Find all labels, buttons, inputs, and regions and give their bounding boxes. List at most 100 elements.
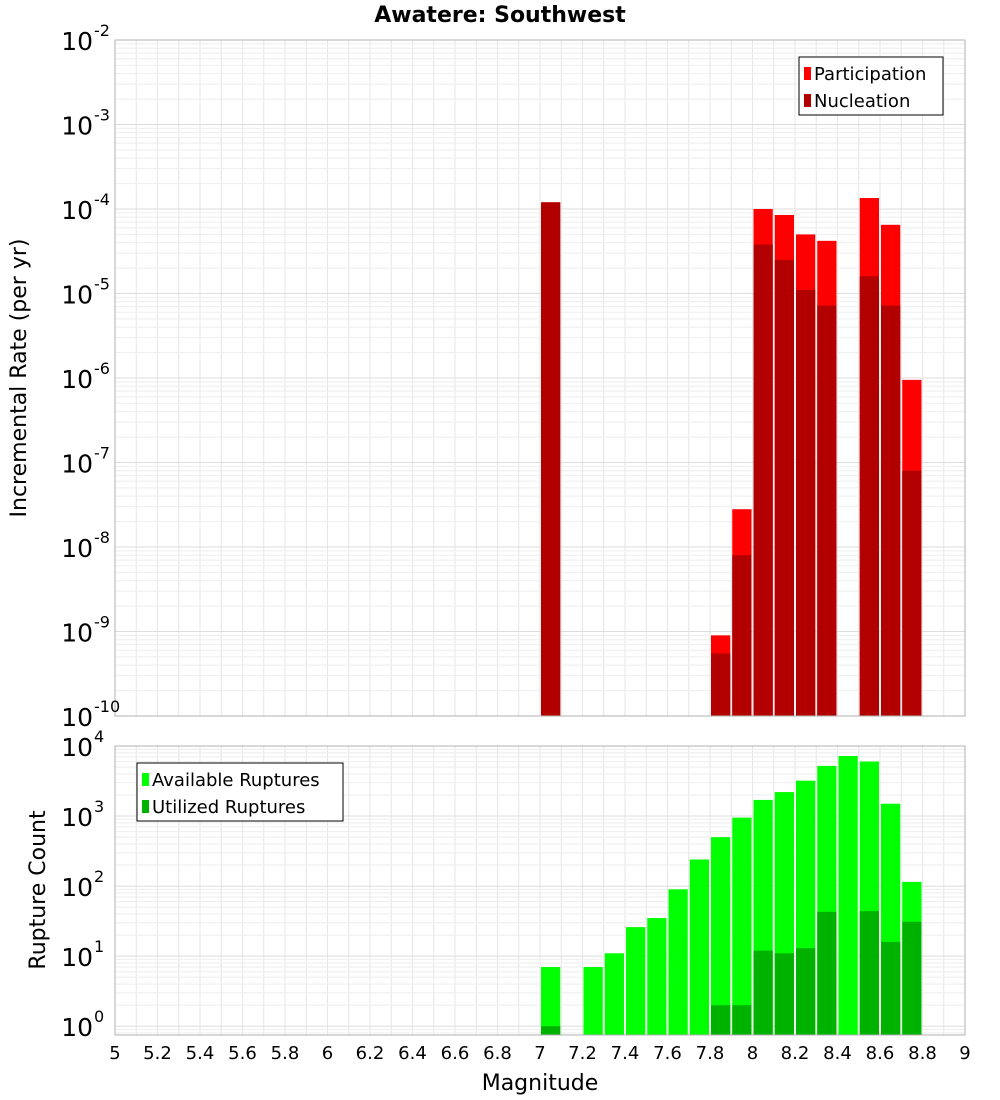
- bar: [838, 755, 858, 1035]
- bar: [796, 290, 816, 716]
- rate-legend: Participation Nucleation: [798, 56, 944, 116]
- y-tick-exponent: -7: [94, 444, 110, 463]
- bar: [604, 953, 624, 1035]
- x-tick-label: 7.8: [696, 1043, 725, 1064]
- x-tick-label: 5.4: [186, 1043, 215, 1064]
- bar: [817, 305, 837, 716]
- x-tick-label: 7.2: [568, 1043, 597, 1064]
- y-tick-exponent: 3: [94, 797, 104, 816]
- bar: [859, 276, 879, 716]
- y-tick-exponent: -4: [94, 190, 110, 209]
- bar: [774, 953, 794, 1035]
- y-tick-base: 10: [61, 619, 93, 648]
- x-axis-label: Magnitude: [482, 1071, 599, 1096]
- x-tick-label: 5.8: [271, 1043, 300, 1064]
- y-tick-base: 10: [61, 873, 93, 902]
- x-tick-label: 7: [534, 1043, 545, 1064]
- bar: [774, 259, 794, 716]
- y-tick-exponent: 1: [94, 937, 104, 956]
- y-tick-exponent: -10: [94, 697, 120, 716]
- y-tick-base: 10: [61, 112, 93, 141]
- bar: [711, 653, 731, 716]
- y-tick-base: 10: [61, 733, 93, 762]
- count-series-available-ruptures: [541, 755, 922, 1035]
- y-tick-label: 10 -4: [61, 190, 110, 225]
- x-tick-label: 8.6: [866, 1043, 895, 1064]
- y-tick-exponent: -6: [94, 359, 110, 378]
- y-tick-label: 10 2: [61, 867, 104, 902]
- bar: [881, 305, 901, 716]
- y-tick-base: 10: [61, 281, 93, 310]
- x-tick-label: 5.2: [143, 1043, 172, 1064]
- y-tick-label: 10 -2: [61, 21, 110, 56]
- bar: [541, 1026, 561, 1035]
- y-tick-base: 10: [61, 365, 93, 394]
- bar: [541, 202, 561, 716]
- bar: [817, 911, 837, 1035]
- legend-label: Utilized Ruptures: [152, 797, 305, 818]
- y-tick-exponent: -5: [94, 275, 110, 294]
- y-tick-label: 10 0: [61, 1007, 104, 1042]
- x-tick-label: 7.6: [653, 1043, 682, 1064]
- bar: [626, 927, 646, 1035]
- x-tick-label: 9: [959, 1043, 970, 1064]
- y-tick-exponent: -8: [94, 528, 110, 547]
- y-tick-base: 10: [61, 196, 93, 225]
- legend-swatch: [142, 773, 149, 786]
- legend-box: [798, 56, 944, 116]
- count-y-axis-label: Rupture Count: [26, 810, 51, 970]
- y-tick-label: 10 3: [61, 797, 104, 832]
- rate-gridlines: [114, 39, 966, 717]
- y-tick-label: 10 1: [61, 937, 104, 972]
- y-tick-base: 10: [61, 450, 93, 479]
- y-tick-exponent: 4: [94, 727, 104, 746]
- y-tick-label: 10 -3: [61, 106, 110, 141]
- bar: [859, 911, 879, 1035]
- legend-label: Nucleation: [814, 91, 910, 112]
- bar: [732, 555, 752, 716]
- rate-y-axis-label: Incremental Rate (per yr): [7, 239, 32, 518]
- bar: [902, 921, 922, 1035]
- count-series-utilized-ruptures: [541, 911, 922, 1035]
- rate-series-nucleation: [541, 202, 922, 716]
- x-tick-labels: 5 5.2 5.4 5.6 5.8 6 6.2 6.4 6.6 6.8 7 7.2 7.4 7.6 7.8 8…: [109, 1043, 970, 1064]
- x-tick-label: 6.2: [356, 1043, 385, 1064]
- legend-swatch: [804, 67, 811, 80]
- legend-label: Available Ruptures: [152, 770, 320, 791]
- y-tick-label: 10 -10: [61, 697, 120, 732]
- y-tick-base: 10: [61, 703, 93, 732]
- legend-label: Participation: [814, 64, 926, 85]
- x-tick-label: 8: [747, 1043, 758, 1064]
- bar: [753, 950, 773, 1035]
- y-tick-base: 10: [61, 27, 93, 56]
- x-tick-label: 8.8: [908, 1043, 937, 1064]
- bar: [902, 470, 922, 716]
- bar: [689, 859, 709, 1035]
- bar: [583, 967, 603, 1035]
- x-tick-label: 6.4: [398, 1043, 427, 1064]
- bar: [541, 967, 561, 1035]
- y-tick-exponent: 2: [94, 867, 104, 886]
- y-tick-label: 10 -8: [61, 528, 110, 563]
- legend-box: [136, 762, 344, 822]
- bar: [732, 817, 752, 1035]
- x-tick-label: 5.6: [228, 1043, 257, 1064]
- bar: [668, 889, 688, 1035]
- legend-swatch: [804, 94, 811, 107]
- x-tick-label: 8.4: [823, 1043, 852, 1064]
- y-tick-label: 10 -9: [61, 613, 110, 648]
- bar: [647, 918, 667, 1035]
- bar: [881, 941, 901, 1035]
- x-tick-label: 6.8: [483, 1043, 512, 1064]
- chart-title: Awatere: Southwest: [374, 3, 626, 28]
- bar: [732, 1005, 752, 1035]
- legend-swatch: [142, 800, 149, 813]
- x-tick-label: 6.6: [441, 1043, 470, 1064]
- y-tick-base: 10: [61, 803, 93, 832]
- x-tick-label: 5: [109, 1043, 120, 1064]
- bar: [711, 1005, 731, 1035]
- y-tick-exponent: -3: [94, 106, 110, 125]
- y-tick-exponent: -2: [94, 21, 110, 40]
